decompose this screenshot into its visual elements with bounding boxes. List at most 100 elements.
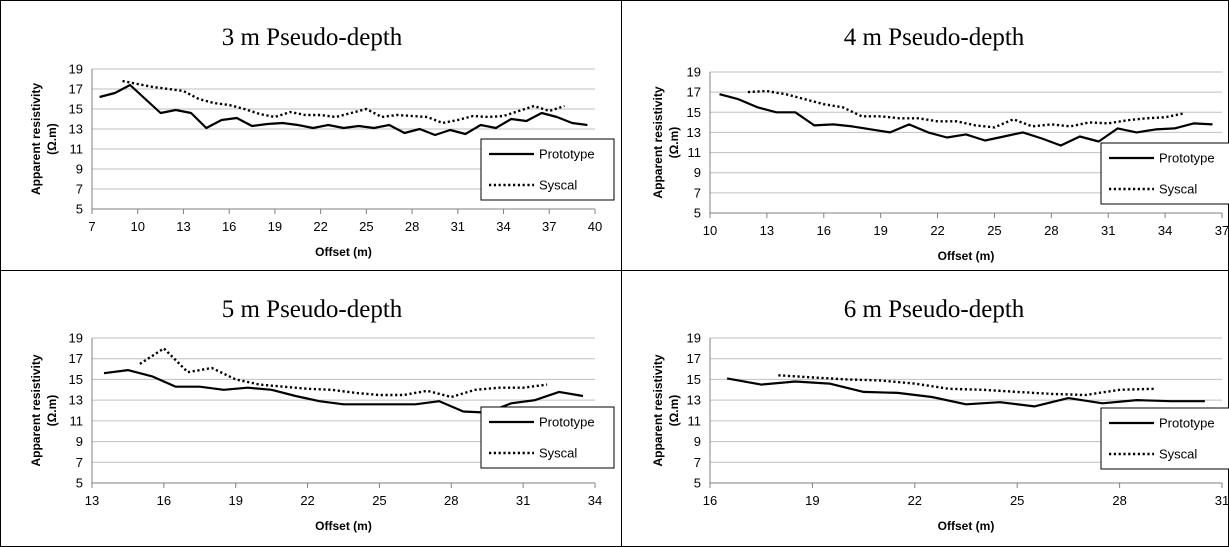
legend-label-syscal: Syscal bbox=[539, 178, 577, 193]
x-tick-label: 19 bbox=[268, 219, 282, 234]
x-tick-label: 25 bbox=[359, 219, 373, 234]
x-tick-label: 28 bbox=[444, 493, 458, 508]
legend: Prototype Syscal bbox=[480, 406, 615, 469]
legend-label-syscal: Syscal bbox=[539, 446, 577, 461]
x-tick-label: 19 bbox=[228, 493, 242, 508]
chart-title: 4 m Pseudo-depth bbox=[844, 24, 1025, 51]
y-axis-unit-label: (Ω.m) bbox=[667, 395, 681, 427]
chart-panel-2: 4 m Pseudo-depth 5 7 9 11 13 15 17 19 10 13 16 19 22 2… bbox=[651, 24, 1229, 263]
y-axis-label: Apparent resistivity bbox=[29, 83, 43, 195]
x-tick-label: 34 bbox=[1158, 223, 1172, 238]
x-axis-label: Offset (m) bbox=[315, 245, 372, 259]
y-axis-label: Apparent resistivity bbox=[651, 354, 665, 466]
chart-panel-4: 6 m Pseudo-depth 5 7 9 11 13 15 17 19 16 19 22 25 28 3… bbox=[651, 296, 1229, 533]
legend: Prototype Syscal bbox=[1100, 407, 1229, 470]
y-tick-label: 5 bbox=[76, 202, 83, 217]
x-tick-label: 34 bbox=[496, 219, 510, 234]
y-tick-label: 15 bbox=[687, 372, 701, 387]
y-tick-label: 7 bbox=[694, 455, 701, 470]
series-line-syscal bbox=[139, 347, 548, 399]
series-line-prototype bbox=[726, 377, 1205, 408]
y-tick-label: 15 bbox=[69, 102, 83, 117]
x-tick-label: 25 bbox=[372, 493, 386, 508]
y-tick-label: 15 bbox=[69, 372, 83, 387]
x-tick-label: 10 bbox=[130, 219, 144, 234]
y-tick-label: 13 bbox=[69, 393, 83, 408]
y-tick-label: 17 bbox=[687, 85, 701, 100]
y-tick-label: 13 bbox=[687, 125, 701, 140]
x-tick-label: 40 bbox=[588, 219, 602, 234]
y-tick-label: 5 bbox=[76, 476, 83, 491]
x-tick-label: 19 bbox=[873, 223, 887, 238]
x-tick-label: 37 bbox=[1215, 223, 1229, 238]
x-tick-label: 13 bbox=[176, 219, 190, 234]
y-tick-label: 11 bbox=[70, 142, 84, 157]
legend-label-prototype: Prototype bbox=[539, 147, 595, 162]
legend-box bbox=[480, 138, 615, 201]
x-tick-label: 28 bbox=[1044, 223, 1058, 238]
y-tick-label: 9 bbox=[76, 434, 83, 449]
legend: Prototype Syscal bbox=[480, 138, 615, 201]
legend-label-prototype: Prototype bbox=[539, 415, 595, 430]
series-line-syscal bbox=[122, 79, 565, 125]
y-tick-label: 9 bbox=[694, 165, 701, 180]
x-tick-label: 22 bbox=[300, 493, 314, 508]
x-tick-label: 16 bbox=[703, 493, 717, 508]
x-tick-label: 31 bbox=[1215, 493, 1229, 508]
y-tick-label: 7 bbox=[76, 455, 83, 470]
x-tick-label: 22 bbox=[313, 219, 327, 234]
x-axis-label: Offset (m) bbox=[938, 519, 995, 533]
series-line-prototype bbox=[99, 83, 588, 137]
y-tick-label: 11 bbox=[688, 145, 702, 160]
legend-box bbox=[480, 406, 615, 469]
x-tick-label: 37 bbox=[542, 219, 556, 234]
series-line-prototype bbox=[719, 93, 1213, 147]
y-tick-label: 19 bbox=[687, 65, 701, 80]
y-axis-unit-label: (Ω.m) bbox=[45, 395, 59, 427]
y-tick-label: 9 bbox=[76, 162, 83, 177]
legend-label-syscal: Syscal bbox=[1159, 182, 1197, 197]
x-tick-label: 16 bbox=[817, 223, 831, 238]
legend-label-prototype: Prototype bbox=[1159, 151, 1215, 166]
y-tick-label: 19 bbox=[687, 331, 701, 346]
x-axis-label: Offset (m) bbox=[938, 249, 995, 263]
legend-box bbox=[1100, 407, 1229, 470]
x-tick-label: 19 bbox=[805, 493, 819, 508]
x-tick-label: 28 bbox=[1112, 493, 1126, 508]
x-tick-label: 31 bbox=[1101, 223, 1115, 238]
y-tick-label: 7 bbox=[694, 185, 701, 200]
x-tick-label: 16 bbox=[157, 493, 171, 508]
y-tick-label: 5 bbox=[694, 476, 701, 491]
x-tick-label: 22 bbox=[930, 223, 944, 238]
chart-panel-3: 5 m Pseudo-depth 5 7 9 11 13 15 17 19 13 16 19 22 25 2… bbox=[29, 296, 615, 533]
x-tick-label: 7 bbox=[88, 219, 95, 234]
y-tick-label: 13 bbox=[69, 122, 83, 137]
chart-title: 5 m Pseudo-depth bbox=[222, 296, 403, 323]
y-tick-label: 15 bbox=[687, 105, 701, 120]
y-tick-label: 9 bbox=[694, 434, 701, 449]
y-axis-label: Apparent resistivity bbox=[651, 86, 665, 198]
y-axis-unit-label: (Ω.m) bbox=[45, 123, 59, 155]
legend-box bbox=[1100, 142, 1229, 205]
x-tick-label: 31 bbox=[516, 493, 530, 508]
y-tick-label: 17 bbox=[69, 82, 83, 97]
y-tick-label: 13 bbox=[687, 393, 701, 408]
legend: Prototype Syscal bbox=[1100, 142, 1229, 205]
y-axis-label: Apparent resistivity bbox=[29, 354, 43, 466]
x-tick-label: 22 bbox=[908, 493, 922, 508]
x-tick-label: 13 bbox=[85, 493, 99, 508]
series-line-prototype bbox=[103, 368, 584, 414]
x-tick-label: 31 bbox=[451, 219, 465, 234]
y-tick-label: 19 bbox=[69, 62, 83, 77]
y-tick-label: 17 bbox=[69, 351, 83, 366]
x-tick-label: 25 bbox=[1010, 493, 1024, 508]
series-line-syscal bbox=[778, 374, 1154, 397]
chart-title: 3 m Pseudo-depth bbox=[222, 24, 403, 51]
x-tick-label: 28 bbox=[405, 219, 419, 234]
x-tick-label: 16 bbox=[222, 219, 236, 234]
x-tick-label: 34 bbox=[588, 493, 602, 508]
legend-label-prototype: Prototype bbox=[1159, 416, 1215, 431]
x-tick-label: 13 bbox=[760, 223, 774, 238]
y-axis-unit-label: (Ω.m) bbox=[667, 127, 681, 159]
